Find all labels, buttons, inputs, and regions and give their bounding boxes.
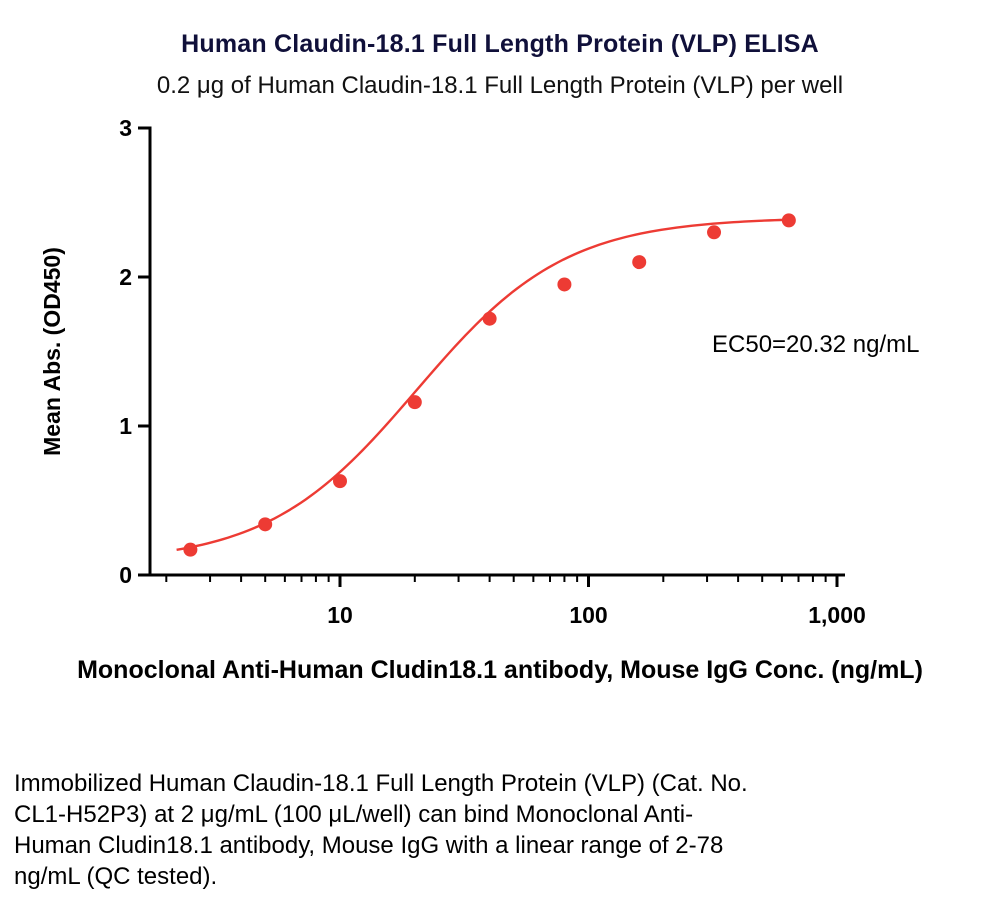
data-point xyxy=(482,311,497,326)
description-line: Human Cludin18.1 antibody, Mouse IgG wit… xyxy=(14,832,724,859)
data-point xyxy=(707,225,722,240)
x-tick-label: 1,000 xyxy=(808,602,866,628)
x-tick-label: 100 xyxy=(569,602,607,628)
y-tick-label: 3 xyxy=(119,115,132,141)
description-line: ng/mL (QC tested). xyxy=(14,863,218,890)
data-point xyxy=(183,542,198,557)
data-point xyxy=(258,517,273,532)
description-line: Immobilized Human Claudin-18.1 Full Leng… xyxy=(14,770,748,797)
data-point xyxy=(333,474,347,489)
elisa-dose-response-chart: 0 1 2 3 10 100 1,000 EC50=20.32 ng/mL Mean Abs. … xyxy=(39,115,919,628)
y-tick-label: 0 xyxy=(119,562,132,588)
chart-title: Human Claudin-18.1 Full Length Protein (… xyxy=(181,30,819,58)
y-tick-label: 2 xyxy=(119,264,132,290)
x-tick-label: 10 xyxy=(327,602,353,628)
data-point xyxy=(632,255,647,270)
ec50-annotation: EC50=20.32 ng/mL xyxy=(712,331,919,358)
description-paragraph: Immobilized Human Claudin-18.1 Full Leng… xyxy=(14,768,934,892)
chart-subtitle: 0.2 μg of Human Claudin-18.1 Full Length… xyxy=(156,72,844,99)
description-line: CL1-H52P3) at 2 μg/mL (100 μL/well) can … xyxy=(14,801,694,828)
data-point xyxy=(781,213,796,228)
y-tick-label: 1 xyxy=(119,413,132,439)
fit-curve xyxy=(176,218,796,552)
data-point xyxy=(557,277,572,292)
x-axis-caption: Monoclonal Anti-Human Cludin18.1 antibod… xyxy=(77,656,923,684)
y-axis-label: Mean Abs. (OD450) xyxy=(39,247,65,456)
data-point xyxy=(407,395,422,410)
